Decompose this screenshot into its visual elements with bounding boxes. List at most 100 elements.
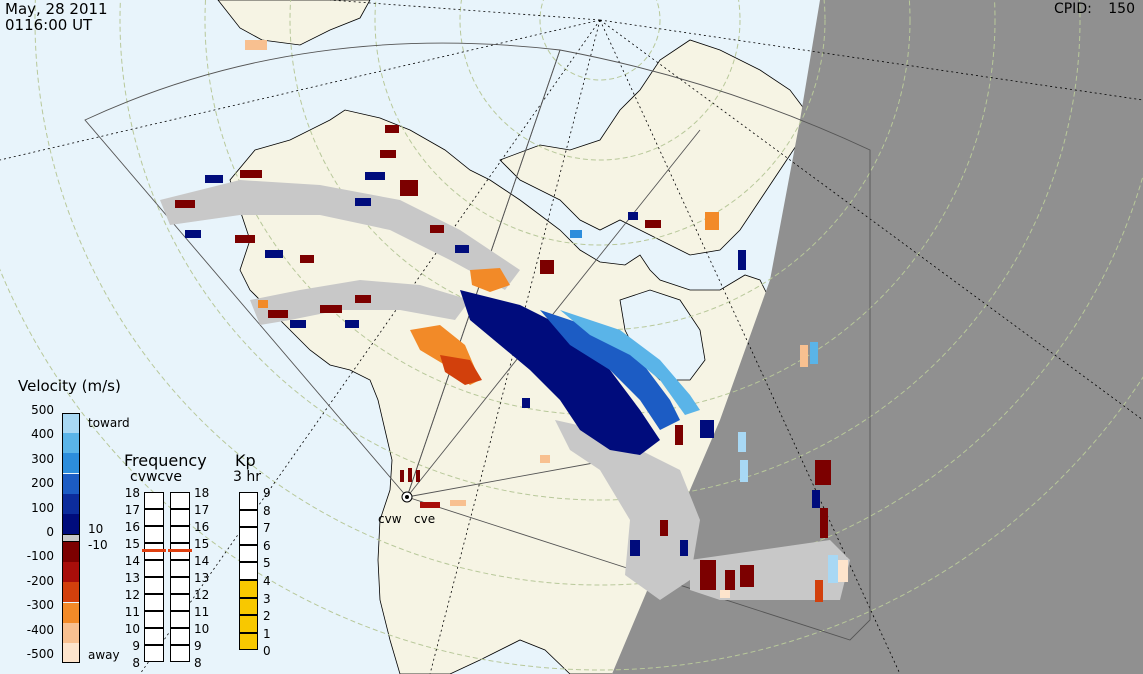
kp-cell xyxy=(239,544,258,563)
frequency-tick-right: 14 xyxy=(194,554,210,568)
frequency-cell-cve xyxy=(170,628,190,645)
frequency-cell-cve xyxy=(170,492,190,509)
velocity-color-swatch xyxy=(62,562,80,583)
frequency-cell-cve xyxy=(170,577,190,594)
kp-cell xyxy=(239,615,258,633)
radar-stations xyxy=(401,491,413,503)
ground-scatter-upper-label: 10 xyxy=(88,522,104,536)
frequency-title: Frequency xyxy=(124,451,207,470)
frequency-tick-left: 16 xyxy=(124,520,140,534)
kp-cell xyxy=(239,509,258,528)
velocity-color-swatch xyxy=(62,622,80,643)
date-label: May, 28 2011 xyxy=(5,0,108,18)
kp-tick: 0 xyxy=(263,644,271,659)
frequency-tick-right: 8 xyxy=(194,656,202,670)
velocity-away-label: away xyxy=(88,648,120,662)
kp-tick: 4 xyxy=(263,574,271,588)
velocity-tick: -500 xyxy=(26,647,54,661)
velocity-scale-title: Velocity (m/s) xyxy=(18,377,121,395)
frequency-tick-right: 17 xyxy=(194,503,210,517)
velocity-tick: 300 xyxy=(31,451,54,466)
night-region xyxy=(612,0,1143,674)
frequency-cell-cvw xyxy=(144,560,164,577)
frequency-tick-right: 13 xyxy=(194,571,210,585)
frequency-marker-cvw xyxy=(142,549,166,552)
velocity-color-swatch xyxy=(62,473,80,494)
velocity-toward-label: toward xyxy=(88,416,130,430)
frequency-tick-left: 9 xyxy=(132,639,140,653)
velocity-tick: -100 xyxy=(26,549,54,564)
frequency-tick-right: 12 xyxy=(194,588,210,602)
ground-scatter-swatch xyxy=(62,534,80,542)
frequency-tick-left: 17 xyxy=(124,503,140,517)
velocity-color-swatch xyxy=(62,413,80,434)
frequency-marker-cve xyxy=(168,549,192,552)
velocity-colorbar-frame xyxy=(62,413,80,663)
frequency-tick-left: 12 xyxy=(124,588,140,602)
frequency-tick-right: 9 xyxy=(194,639,202,653)
velocity-tick: 500 xyxy=(31,403,54,417)
frequency-cell-cve xyxy=(170,560,190,577)
radar-fov-outlines xyxy=(84,42,871,641)
frequency-cell-cvw xyxy=(144,509,164,526)
cpid-key: CPID: xyxy=(1053,1,1092,17)
frequency-cell-cvw xyxy=(144,628,164,645)
velocity-tick: 200 xyxy=(31,476,54,491)
frequency-cell-cve xyxy=(170,594,190,611)
frequency-cell-cvw xyxy=(144,645,164,662)
kp-cell xyxy=(239,527,258,545)
kp-tick: 9 xyxy=(263,486,271,500)
time-label: 0116:00 UT xyxy=(5,16,93,34)
frequency-cell-cve xyxy=(170,526,190,543)
greenland-landmass xyxy=(217,0,371,46)
frequency-tick-left: 13 xyxy=(124,571,140,585)
velocity-tick: -200 xyxy=(26,573,54,588)
frequency-tick-left: 18 xyxy=(124,486,140,500)
kp-cell xyxy=(239,632,258,651)
frequency-cell-cve xyxy=(170,509,190,526)
velocity-color-swatch xyxy=(62,453,80,474)
frequency-tick-left: 8 xyxy=(132,656,140,670)
frequency-tick-right: 11 xyxy=(194,605,210,619)
cpid-label: CPID: 150 xyxy=(1054,1,1135,17)
velocity-color-swatch xyxy=(62,642,80,663)
frequency-subtitle: cvwcve xyxy=(130,469,183,485)
kp-cell xyxy=(239,492,258,510)
kp-title: Kp xyxy=(235,451,256,470)
velocity-tick: 0 xyxy=(46,525,54,539)
frequency-cell-cve xyxy=(170,645,190,662)
kp-tick: 6 xyxy=(263,538,271,553)
frequency-cell-cvw xyxy=(144,526,164,543)
velocity-color-swatch xyxy=(62,493,80,514)
ground-scatter-lower-label: -10 xyxy=(88,538,108,552)
radar-label-cvw: cvw xyxy=(378,512,402,526)
velocity-color-swatch xyxy=(62,433,80,454)
kp-tick: 8 xyxy=(263,503,271,518)
frequency-tick-right: 18 xyxy=(194,486,210,500)
kp-tick: 3 xyxy=(263,591,271,606)
velocity-tick: -400 xyxy=(26,622,54,637)
kp-tick: 2 xyxy=(263,609,271,624)
kp-tick: 5 xyxy=(263,556,271,571)
velocity-tick: 100 xyxy=(31,500,54,515)
frequency-tick-left: 11 xyxy=(124,605,140,619)
frequency-cell-cvw xyxy=(144,577,164,594)
frequency-cell-cve xyxy=(170,611,190,628)
frequency-tick-left: 10 xyxy=(124,622,140,636)
frequency-tick-right: 15 xyxy=(194,537,210,551)
velocity-echoes xyxy=(175,40,848,602)
radar-label-cve: cve xyxy=(414,512,436,526)
kp-cell xyxy=(239,597,258,616)
kp-tick: 1 xyxy=(263,626,271,641)
frequency-cell-cvw xyxy=(144,492,164,509)
velocity-color-swatch xyxy=(62,513,80,534)
velocity-color-swatch xyxy=(62,582,80,603)
frequency-tick-right: 16 xyxy=(194,520,210,534)
velocity-tick: 400 xyxy=(31,427,54,442)
kp-cell xyxy=(239,580,258,598)
frequency-tick-left: 15 xyxy=(124,537,140,551)
kp-cell xyxy=(239,562,258,580)
frequency-cell-cvw xyxy=(144,611,164,628)
